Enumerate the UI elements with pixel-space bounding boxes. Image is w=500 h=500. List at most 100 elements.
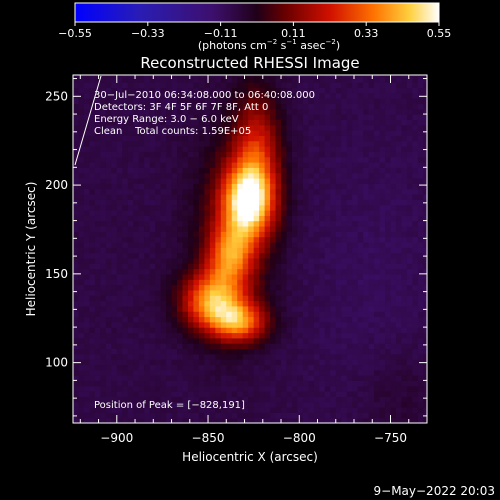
- heatmap-cell: [313, 151, 320, 158]
- heatmap-cell: [423, 417, 427, 423]
- heatmap-cell: [187, 75, 195, 78]
- heatmap-cell: [204, 295, 211, 302]
- heatmap-cell: [297, 263, 304, 270]
- heatmap-cell: [379, 236, 386, 243]
- heatmap-cell: [357, 407, 364, 413]
- heatmap-cell: [253, 257, 260, 264]
- heatmap-cell: [264, 247, 271, 254]
- heatmap-cell: [116, 119, 123, 126]
- heatmap-cell: [149, 183, 156, 190]
- heatmap-cell: [291, 321, 299, 328]
- heatmap-cell: [313, 108, 320, 115]
- heatmap-cell: [83, 231, 91, 238]
- heatmap-cell: [401, 343, 408, 350]
- heatmap-cell: [270, 332, 277, 339]
- heatmap-cell: [330, 75, 337, 78]
- heatmap-cell: [187, 348, 195, 355]
- heatmap-cell: [302, 177, 309, 184]
- heatmap-cell: [138, 124, 145, 131]
- heatmap-cell: [83, 172, 91, 179]
- heatmap-cell: [264, 162, 271, 168]
- heatmap-cell: [286, 321, 293, 328]
- colorbar-unit-part: asec: [297, 39, 326, 52]
- heatmap-cell: [297, 380, 304, 387]
- heatmap-cell: [177, 321, 184, 328]
- heatmap-cell: [204, 316, 211, 323]
- heatmap-cell: [138, 108, 145, 115]
- heatmap-cell: [357, 385, 364, 392]
- heatmap-cell: [89, 156, 96, 163]
- heatmap-cell: [385, 252, 392, 259]
- heatmap-cell: [417, 279, 424, 286]
- heatmap-cell: [412, 263, 419, 270]
- heatmap-cell: [166, 146, 173, 152]
- heatmap-cell: [122, 273, 129, 280]
- heatmap-cell: [352, 385, 359, 392]
- heatmap-cell: [160, 359, 167, 366]
- heatmap-cell: [100, 236, 107, 243]
- heatmap-cell: [390, 401, 397, 408]
- heatmap-cell: [395, 327, 403, 334]
- heatmap-cell: [417, 183, 424, 190]
- heatmap-cell: [111, 167, 118, 174]
- heatmap-cell: [182, 231, 189, 238]
- heatmap-cell: [226, 215, 233, 222]
- heatmap-cell: [144, 241, 151, 248]
- heatmap-cell: [368, 295, 375, 302]
- heatmap-cell: [368, 364, 375, 371]
- heatmap-cell: [89, 385, 96, 392]
- heatmap-cell: [237, 108, 244, 115]
- heatmap-cell: [215, 92, 222, 99]
- heatmap-cell: [264, 385, 271, 392]
- heatmap-cell: [94, 396, 101, 403]
- heatmap-cell: [308, 130, 315, 136]
- heatmap-cell: [286, 114, 293, 120]
- heatmap-cell: [291, 289, 299, 296]
- heatmap-cell: [215, 311, 222, 318]
- heatmap-cell: [100, 380, 107, 387]
- heatmap-cell: [330, 98, 337, 105]
- heatmap-cell: [368, 76, 375, 83]
- heatmap-cell: [363, 375, 370, 381]
- heatmap-cell: [105, 305, 112, 312]
- heatmap-cell: [253, 87, 260, 94]
- heatmap-cell: [187, 199, 195, 206]
- heatmap-cell: [291, 401, 299, 408]
- heatmap-cell: [259, 348, 266, 355]
- heatmap-cell: [313, 135, 320, 142]
- heatmap-cell: [89, 225, 96, 232]
- heatmap-cell: [281, 305, 288, 312]
- heatmap-cell: [226, 257, 233, 264]
- heatmap-cell: [308, 311, 315, 318]
- heatmap-cell: [193, 177, 200, 184]
- heatmap-cell: [368, 327, 375, 334]
- heatmap-cell: [297, 364, 304, 371]
- heatmap-cell: [412, 193, 419, 200]
- heatmap-cell: [423, 241, 427, 248]
- heatmap-cell: [100, 257, 107, 264]
- heatmap-cell: [297, 146, 304, 152]
- heatmap-cell: [171, 263, 178, 270]
- heatmap-cell: [259, 369, 266, 376]
- heatmap-cell: [346, 172, 353, 179]
- heatmap-cell: [264, 231, 271, 238]
- heatmap-cell: [198, 188, 205, 195]
- heatmap-cell: [215, 369, 222, 376]
- heatmap-cell: [291, 193, 299, 200]
- heatmap-cell: [83, 75, 91, 78]
- heatmap-cell: [286, 215, 293, 222]
- heatmap-cell: [368, 151, 375, 158]
- heatmap-cell: [395, 305, 403, 312]
- heatmap-cell: [209, 364, 216, 371]
- heatmap-cell: [215, 75, 222, 78]
- heatmap-cell: [330, 252, 337, 259]
- heatmap-cell: [346, 183, 353, 190]
- heatmap-cell: [395, 193, 403, 200]
- heatmap-cell: [231, 114, 238, 120]
- heatmap-cell: [116, 199, 123, 206]
- heatmap-cell: [302, 268, 309, 275]
- heatmap-cell: [324, 300, 331, 307]
- heatmap-cell: [182, 364, 189, 371]
- heatmap-cell: [83, 103, 91, 110]
- heatmap-cell: [111, 375, 118, 381]
